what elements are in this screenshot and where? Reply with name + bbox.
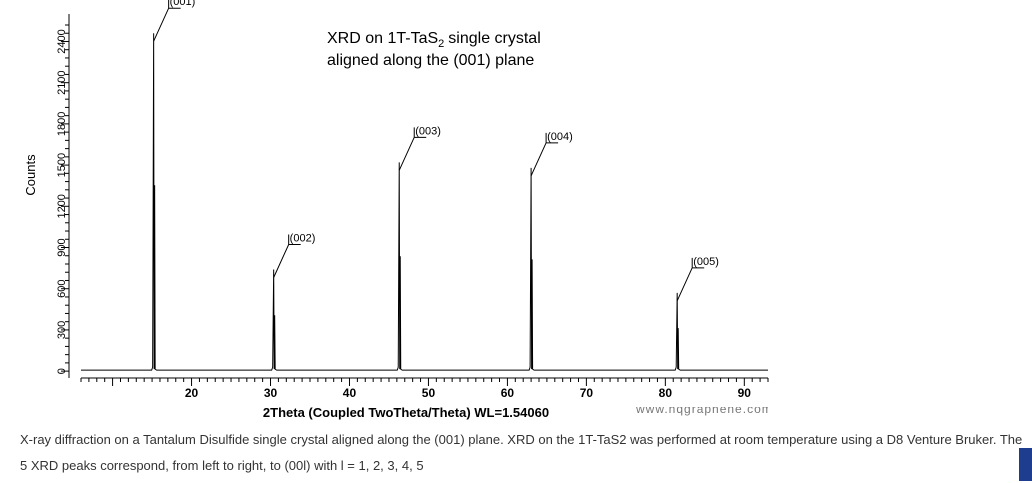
y-tick-label: 0: [56, 368, 68, 374]
chart-title-line-2: aligned along the (001) plane: [327, 52, 534, 69]
peak-leader-line: [153, 0, 181, 42]
x-tick-label: 60: [501, 386, 515, 400]
y-axis: 0 300 600 900 1200 1500 1800 2100 2400: [56, 14, 70, 378]
x-tick-label: 70: [580, 386, 594, 400]
y-tick-label: 2100: [56, 70, 68, 94]
peak-marker: (001): [153, 0, 196, 42]
peak-marker: (003): [398, 125, 441, 171]
peak-marker: (005): [676, 256, 719, 302]
xrd-trace: [81, 33, 768, 371]
peak-label: (003): [415, 125, 441, 137]
x-axis: 20 30 40 50 60 70 80 90: [80, 377, 769, 400]
peak-label: (005): [693, 256, 719, 268]
watermark: www.hqgraphene.com: [636, 407, 768, 416]
x-tick-label: 40: [343, 386, 357, 400]
peak-leader-line: [676, 257, 705, 302]
peak-leader-line: [273, 234, 301, 278]
peak-label: (001): [170, 0, 196, 8]
x-tick-label: 80: [659, 386, 673, 400]
figure-caption: X-ray diffraction on a Tantalum Disulfid…: [20, 432, 1023, 473]
x-tick-label: 20: [185, 386, 199, 400]
y-tick-label: 1200: [56, 194, 68, 218]
peak-leader-line: [398, 127, 427, 171]
chart-title: XRD on 1T-TaS2 single crystal aligned alo…: [327, 30, 541, 69]
chart-title-line-1: XRD on 1T-TaS2 single crystal: [327, 30, 541, 50]
peak-leader-line: [530, 132, 559, 177]
y-axis-label: Counts: [23, 154, 38, 196]
peak-marker: (004): [530, 131, 573, 177]
y-tick-label: 900: [56, 238, 68, 256]
x-tick-label: 50: [422, 386, 436, 400]
y-tick-label: 600: [56, 280, 68, 298]
y-tick-label: 1500: [56, 153, 68, 177]
peak-labels: (001) (002) (003) (004) (005): [153, 0, 719, 302]
x-tick-label: 30: [264, 386, 278, 400]
peak-label: (004): [547, 131, 573, 143]
scroll-to-top-button[interactable]: [1019, 448, 1032, 481]
peak-label: (002): [290, 232, 316, 244]
peak-marker: (002): [273, 232, 316, 278]
y-tick-label: 1800: [56, 112, 68, 136]
x-axis-label: 2Theta (Coupled TwoTheta/Theta) WL=1.540…: [263, 405, 549, 420]
x-tick-label: 90: [738, 386, 752, 400]
xrd-chart: 0 300 600 900 1200 1500 1800 2100 2400 20 30 40 50 6…: [23, 0, 769, 420]
y-tick-label: 2400: [56, 29, 68, 53]
y-tick-label: 300: [56, 321, 68, 339]
